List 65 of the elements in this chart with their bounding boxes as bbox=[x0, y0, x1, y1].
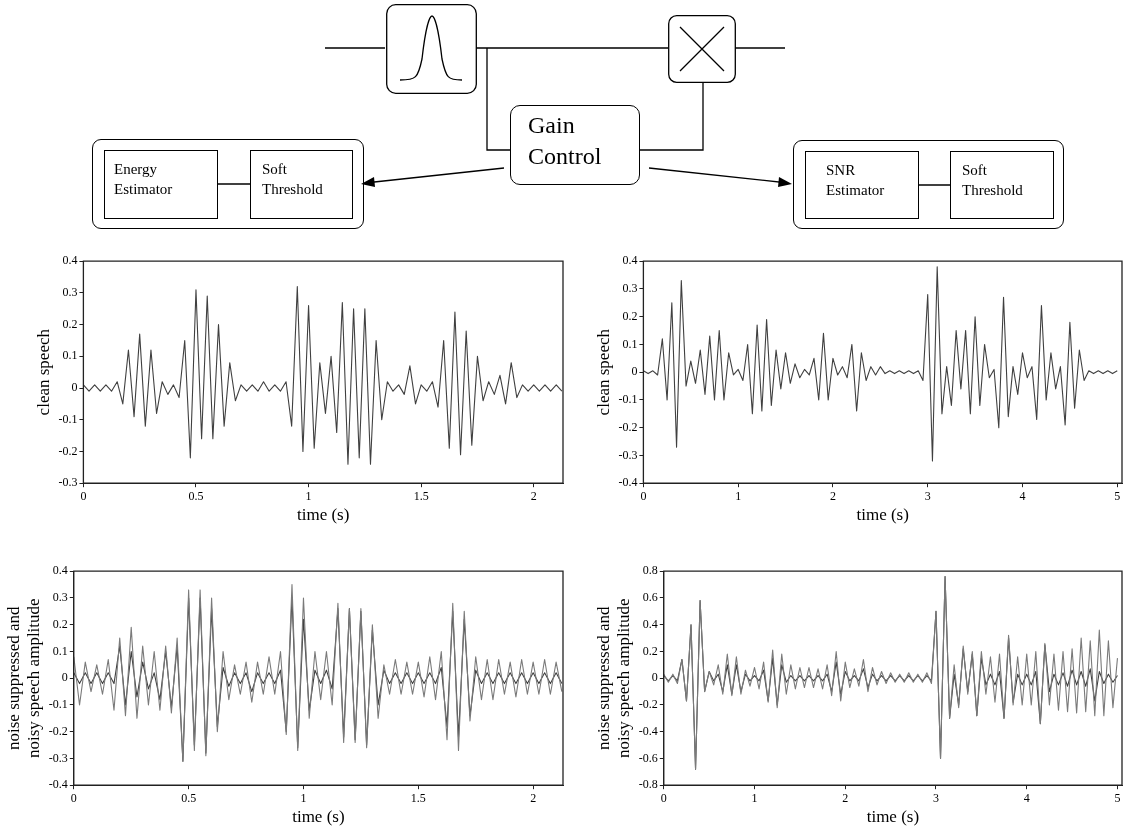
y-tick-label: 0.3 bbox=[62, 285, 78, 300]
x-tick-label: 1 bbox=[751, 790, 758, 805]
x-axis-title: time (s) bbox=[296, 505, 350, 525]
y-tick-label: 0 bbox=[631, 364, 638, 379]
x-tick-label: 1.5 bbox=[410, 790, 426, 805]
y-tick-label: 0.6 bbox=[642, 590, 658, 605]
x-tick-label: 5 bbox=[1114, 488, 1121, 503]
y-tick-label: -0.2 bbox=[638, 697, 658, 712]
x-tick-label: 0.5 bbox=[181, 790, 197, 805]
x-tick-label: 4 bbox=[1023, 790, 1030, 805]
y-tick-label: 0.2 bbox=[62, 316, 78, 331]
x-axis-title: time (s) bbox=[856, 505, 909, 525]
y-tick-label: -0.3 bbox=[58, 475, 78, 490]
x-tick-label: 2 bbox=[530, 488, 537, 503]
x-tick-label: 3 bbox=[933, 790, 939, 805]
x-tick-label: 1 bbox=[735, 488, 742, 503]
y-axis-title: clean speech bbox=[593, 328, 613, 416]
y-tick-label: 0.4 bbox=[642, 616, 658, 631]
y-tick-label: 0.1 bbox=[622, 336, 638, 351]
x-tick-label: 1 bbox=[305, 488, 312, 503]
text: Energy Estimator bbox=[114, 160, 174, 199]
x-axis-title: time (s) bbox=[866, 807, 920, 827]
x-tick-label: 5 bbox=[1114, 790, 1121, 805]
y-tick-label: 0.4 bbox=[52, 563, 68, 578]
y-tick-label: 0.1 bbox=[52, 643, 68, 658]
x-axis-title: time (s) bbox=[292, 807, 345, 827]
x-tick-label: 1 bbox=[300, 790, 307, 805]
y-tick-label: 0.2 bbox=[622, 308, 638, 323]
y-tick-label: -0.2 bbox=[618, 419, 638, 434]
y-tick-label: -0.4 bbox=[618, 475, 638, 490]
y-tick-label: 0.2 bbox=[52, 616, 68, 631]
y-tick-label: -0.3 bbox=[618, 447, 638, 462]
y-tick-label: -0.2 bbox=[58, 443, 78, 458]
y-tick-label: -0.2 bbox=[48, 723, 68, 738]
y-tick-label: -0.1 bbox=[48, 697, 68, 712]
y-tick-label: -0.8 bbox=[638, 777, 658, 792]
y-tick-label: -0.1 bbox=[618, 392, 638, 407]
y-axis-title: noise suppressed and noisy speech amplitude bbox=[593, 598, 634, 758]
text: SNR Estimator bbox=[826, 161, 886, 200]
y-tick-label: 0.4 bbox=[62, 253, 78, 268]
y-tick-label: 0.4 bbox=[622, 253, 638, 268]
x-tick-label: 2 bbox=[829, 488, 836, 503]
x-tick-label: 2 bbox=[530, 790, 537, 805]
x-tick-label: 0.5 bbox=[188, 488, 204, 503]
y-tick-label: 0 bbox=[71, 380, 78, 395]
x-tick-label: 3 bbox=[924, 488, 931, 503]
y-tick-label: -0.4 bbox=[638, 723, 658, 738]
text: Soft Threshold bbox=[962, 161, 1024, 200]
text: Soft Threshold bbox=[262, 160, 324, 199]
y-tick-label: 0.1 bbox=[62, 348, 78, 363]
x-tick-label: 2 bbox=[842, 790, 849, 805]
y-tick-label: -0.1 bbox=[58, 411, 78, 426]
y-tick-label: 0.8 bbox=[642, 563, 658, 578]
y-tick-label: -0.6 bbox=[638, 750, 658, 765]
x-tick-label: 4 bbox=[1019, 488, 1026, 503]
x-tick-label: 1.5 bbox=[413, 488, 429, 503]
y-tick-label: 0.3 bbox=[622, 281, 638, 296]
y-tick-label: 0.3 bbox=[52, 590, 68, 605]
y-tick-label: -0.4 bbox=[48, 777, 68, 792]
y-tick-label: -0.3 bbox=[48, 750, 68, 765]
y-axis-title: noise suppressed and noisy speech amplitude bbox=[3, 598, 44, 758]
y-tick-label: 0.2 bbox=[642, 643, 658, 658]
y-axis-title: clean speech bbox=[33, 328, 53, 416]
y-tick-label: 0 bbox=[651, 670, 658, 685]
y-tick-label: 0 bbox=[61, 670, 68, 685]
